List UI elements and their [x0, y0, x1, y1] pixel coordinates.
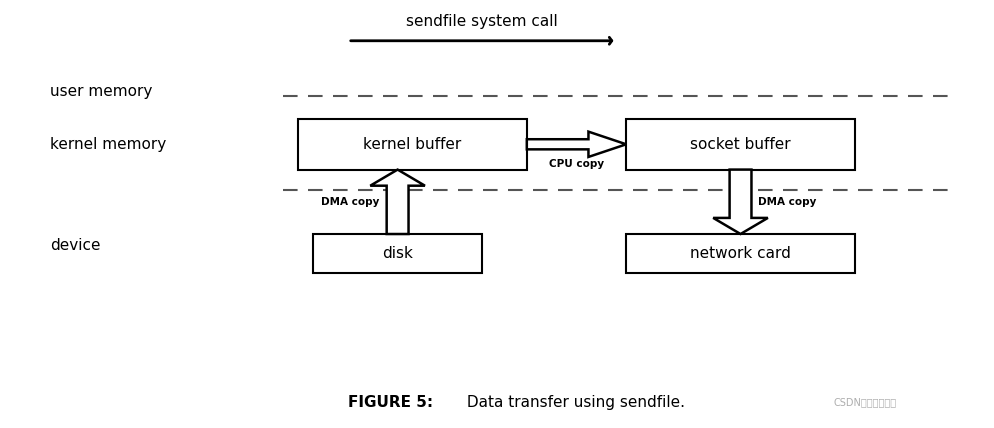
- FancyBboxPatch shape: [626, 119, 855, 169]
- Text: CSDN中癌撇皮皮侠: CSDN中癌撇皮皮侠: [833, 397, 897, 407]
- Text: socket buffer: socket buffer: [690, 137, 791, 152]
- Polygon shape: [371, 169, 425, 234]
- Text: CPU copy: CPU copy: [549, 159, 604, 169]
- FancyBboxPatch shape: [626, 234, 855, 273]
- Polygon shape: [714, 169, 768, 234]
- Text: user memory: user memory: [50, 84, 152, 99]
- Text: DMA copy: DMA copy: [758, 197, 817, 207]
- Text: kernel memory: kernel memory: [50, 137, 166, 152]
- FancyBboxPatch shape: [298, 119, 527, 169]
- Text: FIGURE 5:: FIGURE 5:: [348, 395, 433, 410]
- Text: DMA copy: DMA copy: [321, 197, 380, 207]
- Text: device: device: [50, 238, 100, 253]
- Text: sendfile system call: sendfile system call: [407, 14, 558, 29]
- Text: Data transfer using sendfile.: Data transfer using sendfile.: [462, 395, 685, 410]
- Text: disk: disk: [382, 246, 414, 261]
- FancyBboxPatch shape: [313, 234, 482, 273]
- Polygon shape: [527, 132, 626, 157]
- Text: network card: network card: [690, 246, 791, 261]
- Text: kernel buffer: kernel buffer: [364, 137, 461, 152]
